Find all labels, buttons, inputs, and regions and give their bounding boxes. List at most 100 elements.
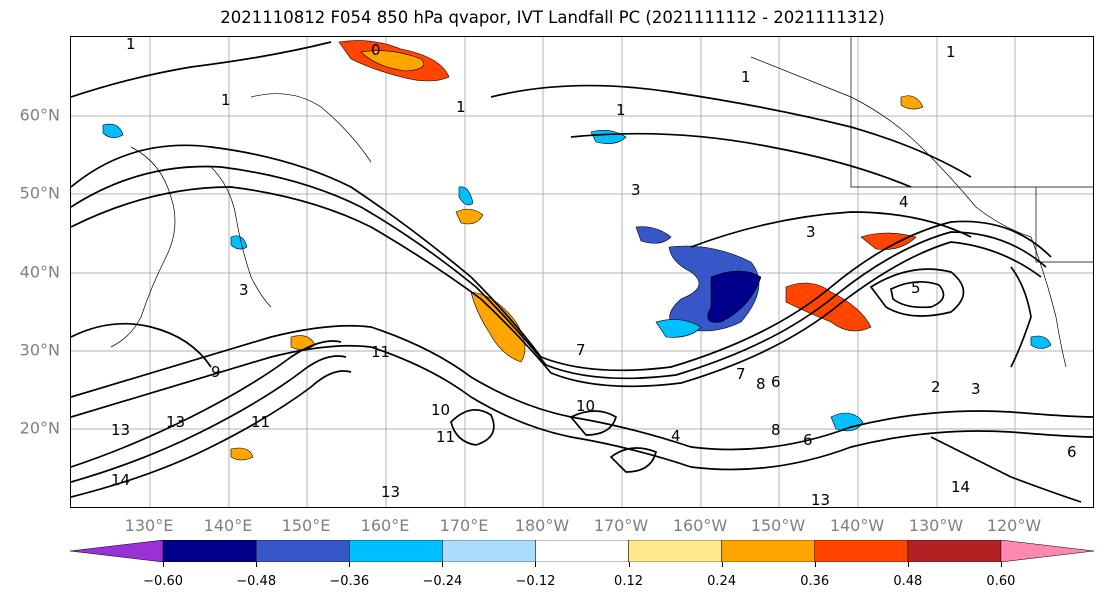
shade-patch [230,235,248,250]
colorbar-tick-mark [349,562,351,567]
contour-line [490,84,972,178]
colorbar-tick-mark [628,562,630,567]
contour-label: 6 [771,373,781,391]
contour-label: 1 [126,37,136,53]
border-line [1035,187,1093,263]
colorbar-tick-label: 0.60 [986,574,1016,589]
contour-line [71,144,1052,372]
colorbar-tick-mark [721,562,723,567]
contour-line [890,280,945,309]
colorbar-segment [628,539,722,563]
contour-line [71,344,1093,471]
lat-label-20n: 20°N [19,418,60,438]
colorbar-tick-mark [1000,562,1002,567]
lon-label-140w: 140°W [829,516,885,535]
contour-line [71,355,347,483]
qvapor-shading [102,40,1052,461]
contour-label: 10 [576,397,595,415]
contour-line [609,447,658,473]
contour-label: 11 [371,343,390,361]
contour-label: 2 [931,378,941,396]
contour-label: 13 [381,483,400,501]
lon-label-160w: 160°W [672,516,728,535]
colorbar-tick-mark [163,562,165,567]
contour-label: 1 [221,91,231,109]
map-title: 2021110812 F054 850 hPa qvapor, IVT Land… [220,8,885,27]
colorbar [69,539,1095,563]
colorbar-svg [69,539,1095,563]
border-line [850,37,1093,188]
contour-label: 6 [803,431,813,449]
contour-label: 3 [806,223,816,241]
shade-patch [635,226,672,244]
colorbar-tick-label: −0.36 [329,574,370,589]
contour-label: 1 [456,98,466,116]
contour-label: 10 [431,401,450,419]
contour-label-group: 1 0 1 1 1 1 1 3 4 3 5 3 7 13 11 11 9 7 8… [111,37,1077,508]
contour-label: 0 [371,41,381,59]
contour-line [569,410,617,436]
lon-label-130e: 130°E [124,516,174,535]
colorbar-tick-mark [907,562,909,567]
colorbar-tick-label: −0.24 [422,574,463,589]
ivt-contours [71,41,1093,503]
colorbar-segment [535,539,629,563]
contour-label: 1 [616,101,626,119]
lon-label-180w: 180°W [514,516,570,535]
coastline [110,146,176,348]
contour-label: 4 [671,427,681,445]
contour-label: 9 [211,363,221,381]
coastline [1030,236,1067,368]
contour-label: 4 [899,193,909,211]
shade-patch [470,291,526,363]
contour-line [930,436,1082,503]
shade-patch [458,186,474,206]
contour-line [690,211,972,248]
shade-patch [1030,335,1052,349]
lat-label-30n: 30°N [19,340,60,360]
map-panel: 1 0 1 1 1 1 1 3 4 3 5 3 7 13 11 11 9 7 8… [70,36,1094,508]
contour-label: 3 [971,380,981,398]
map-canvas: 1 0 1 1 1 1 1 3 4 3 5 3 7 13 11 11 9 7 8… [71,37,1093,508]
lon-label-160e: 160°E [360,516,410,535]
coastlines [110,37,1093,368]
lat-label-60n: 60°N [19,105,60,125]
lon-label-150e: 150°E [281,516,331,535]
colorbar-segment [442,539,536,563]
shade-patch [102,123,124,138]
contour-label: 3 [631,181,641,199]
contour-label: 14 [951,478,970,496]
lat-label-50n: 50°N [19,183,60,203]
colorbar-segment [162,539,257,563]
contour-line [71,322,212,368]
contour-line [570,132,912,188]
contour-label: 11 [251,413,270,431]
contour-line [71,165,1047,380]
lon-label-140e: 140°E [203,516,253,535]
colorbar-tick-mark [256,562,258,567]
contour-label: 13 [811,491,830,508]
colorbar-tick-label: 0.36 [800,574,830,589]
colorbar-segment [69,539,164,563]
contour-line [71,41,332,98]
contour-label: 6 [1067,443,1077,461]
colorbar-tick-label: 0.12 [614,574,644,589]
colorbar-tick-label: 0.24 [707,574,737,589]
contour-label: 14 [111,471,130,489]
shade-patch [655,319,702,338]
graticule [71,37,1093,507]
shade-patch [900,95,924,110]
colorbar-tick-label: −0.48 [236,574,277,589]
colorbar-tick-label: −0.12 [515,574,556,589]
contour-label: 8 [771,421,781,439]
lon-label-150w: 150°W [750,516,806,535]
coastline [750,56,1032,238]
contour-label: 8 [756,375,766,393]
colorbar-segment [255,539,350,563]
coastline [250,93,372,163]
lat-label-40n: 40°N [19,262,60,282]
shade-patch [707,270,762,323]
colorbar-tick-label: −0.60 [143,574,183,589]
contour-line [71,340,342,468]
lon-label-120w: 120°W [986,516,1042,535]
